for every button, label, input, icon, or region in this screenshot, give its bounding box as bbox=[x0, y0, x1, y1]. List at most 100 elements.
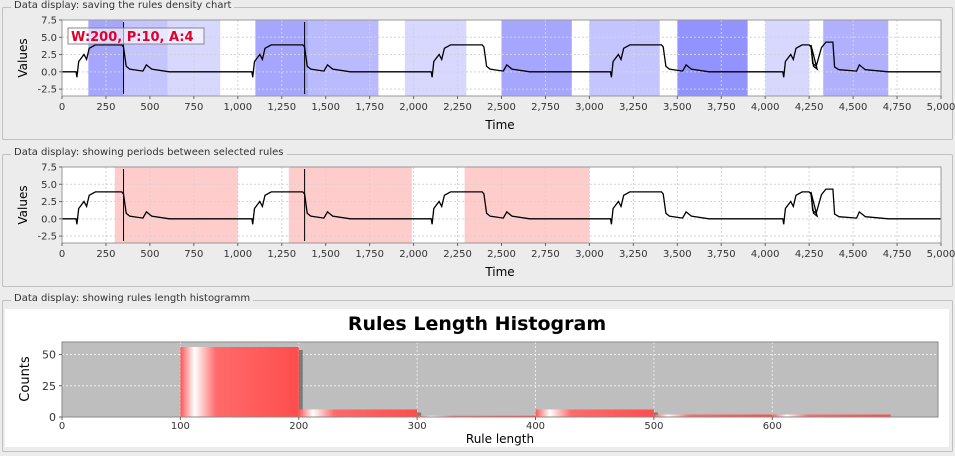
x-tick-label: 300 bbox=[408, 421, 427, 432]
x-tick-label: 500 bbox=[644, 421, 663, 432]
histogram-title: Rules Length Histogram bbox=[348, 313, 606, 335]
x-tick-label: 5,000 bbox=[927, 102, 955, 113]
y-tick-label: 0.0 bbox=[41, 214, 57, 225]
x-tick-label: 1,250 bbox=[267, 102, 296, 113]
y-tick-label: 7.5 bbox=[41, 16, 57, 27]
density-band bbox=[308, 20, 379, 96]
histogram-bar-shadow bbox=[417, 412, 422, 417]
density-band bbox=[589, 20, 660, 96]
y-tick-label: 2.5 bbox=[41, 197, 57, 208]
x-tick-label: 3,250 bbox=[619, 249, 648, 260]
y-tick-label: 2.5 bbox=[41, 50, 57, 61]
y-tick-label: -2.5 bbox=[37, 232, 57, 243]
x-tick-label: 2,000 bbox=[399, 249, 428, 260]
histogram-xlabel: Rule length bbox=[466, 432, 534, 446]
histogram-chart[interactable]: Rules Length Histogram 0 100 200 300 400 500 6… bbox=[5, 309, 949, 447]
y-tick-label: 0 bbox=[49, 411, 56, 424]
histogram-panel: Data display: showing rules length histo… bbox=[2, 293, 953, 452]
x-tick-label: 4,000 bbox=[751, 102, 780, 113]
x-tick-label: 2,500 bbox=[487, 102, 516, 113]
histogram-bar bbox=[772, 414, 891, 417]
x-tick-label: 5,000 bbox=[927, 249, 955, 260]
annotation-box bbox=[67, 27, 205, 45]
y-tick-label: 5.0 bbox=[41, 180, 57, 191]
periods-xlabel: Time bbox=[484, 265, 514, 279]
y-tick-label: 5.0 bbox=[41, 33, 57, 44]
x-tick-label: 3,750 bbox=[707, 102, 736, 113]
histogram-bar bbox=[180, 347, 299, 417]
periods-panel-title: Data display: showing periods between se… bbox=[11, 147, 287, 158]
x-tick-label: 250 bbox=[96, 249, 115, 260]
y-tick-label: 7.5 bbox=[41, 163, 57, 174]
x-tick-label: 500 bbox=[140, 102, 159, 113]
histogram-bar bbox=[417, 415, 536, 417]
x-tick-label: 1,500 bbox=[311, 102, 340, 113]
period-highlight bbox=[288, 167, 412, 243]
x-tick-label: 4,750 bbox=[883, 102, 912, 113]
density-series-line bbox=[62, 41, 941, 78]
histogram-bar bbox=[653, 414, 773, 417]
density-band bbox=[404, 20, 467, 96]
x-tick-label: 1,750 bbox=[355, 102, 384, 113]
histogram-bar bbox=[298, 409, 418, 417]
x-tick-label: 4,750 bbox=[883, 249, 912, 260]
density-panel: Data display: saving the rules density c… bbox=[2, 0, 953, 140]
x-tick-label: 2,750 bbox=[531, 249, 560, 260]
x-tick-label: 4,500 bbox=[839, 249, 868, 260]
x-tick-label: 0 bbox=[59, 421, 65, 432]
histogram-bar-shadow bbox=[298, 350, 303, 417]
x-tick-label: 750 bbox=[184, 102, 203, 113]
period-highlight bbox=[464, 167, 590, 243]
x-tick-label: 3,750 bbox=[707, 249, 736, 260]
y-tick-label: -2.5 bbox=[37, 85, 57, 96]
x-tick-label: 4,000 bbox=[751, 249, 780, 260]
x-tick-label: 1,250 bbox=[267, 249, 296, 260]
x-tick-label: 3,250 bbox=[619, 102, 648, 113]
x-tick-label: 2,500 bbox=[487, 249, 516, 260]
x-tick-label: 1,000 bbox=[223, 249, 252, 260]
periods-chart[interactable]: 0 250 500 750 1,000 1,250 1,500 1,750 2,000 2,250… bbox=[16, 163, 955, 280]
density-chart[interactable]: 0 250 500 750 1,000 1,250 1,500 1,750 2,000 2,250… bbox=[16, 16, 955, 133]
x-tick-label: 2,250 bbox=[443, 249, 472, 260]
x-tick-label: 0 bbox=[59, 249, 65, 260]
periods-series-line bbox=[62, 188, 941, 225]
x-tick-label: 3,000 bbox=[575, 102, 604, 113]
histogram-ylabel: Counts bbox=[18, 356, 33, 402]
x-tick-label: 1,000 bbox=[223, 102, 252, 113]
density-xlabel: Time bbox=[484, 118, 514, 132]
histogram-panel-title: Data display: showing rules length histo… bbox=[11, 293, 254, 304]
annotation-label: W:200, P:10, A:4 bbox=[71, 30, 194, 45]
x-tick-label: 750 bbox=[184, 249, 203, 260]
y-tick-label: 50 bbox=[42, 349, 56, 362]
x-tick-label: 1,750 bbox=[355, 249, 384, 260]
x-tick-label: 2,250 bbox=[443, 102, 472, 113]
histogram-plot-border bbox=[61, 341, 939, 418]
x-tick-label: 1,500 bbox=[311, 249, 340, 260]
x-tick-label: 3,000 bbox=[575, 249, 604, 260]
y-tick-label: 0.0 bbox=[41, 67, 57, 78]
x-tick-label: 200 bbox=[289, 421, 308, 432]
x-tick-label: 2,000 bbox=[399, 102, 428, 113]
period-highlight bbox=[114, 167, 238, 243]
x-tick-label: 4,500 bbox=[839, 102, 868, 113]
histogram-bar bbox=[535, 409, 654, 417]
x-tick-label: 500 bbox=[140, 249, 159, 260]
x-tick-label: 0 bbox=[59, 102, 65, 113]
density-band bbox=[501, 20, 572, 96]
x-tick-label: 4,250 bbox=[795, 249, 824, 260]
periods-ylabel: Values bbox=[16, 185, 30, 224]
x-tick-label: 3,500 bbox=[663, 102, 692, 113]
x-tick-label: 400 bbox=[526, 421, 545, 432]
density-ylabel: Values bbox=[16, 38, 30, 77]
y-tick-label: 25 bbox=[42, 380, 56, 393]
periods-panel: Data display: showing periods between se… bbox=[2, 147, 953, 287]
x-tick-label: 250 bbox=[96, 102, 115, 113]
density-band bbox=[823, 20, 889, 96]
x-tick-label: 2,750 bbox=[531, 102, 560, 113]
density-band bbox=[677, 20, 748, 96]
x-tick-label: 3,500 bbox=[663, 249, 692, 260]
density-panel-title: Data display: saving the rules density c… bbox=[11, 0, 235, 11]
x-tick-label: 100 bbox=[171, 421, 190, 432]
x-tick-label: 4,250 bbox=[795, 102, 824, 113]
